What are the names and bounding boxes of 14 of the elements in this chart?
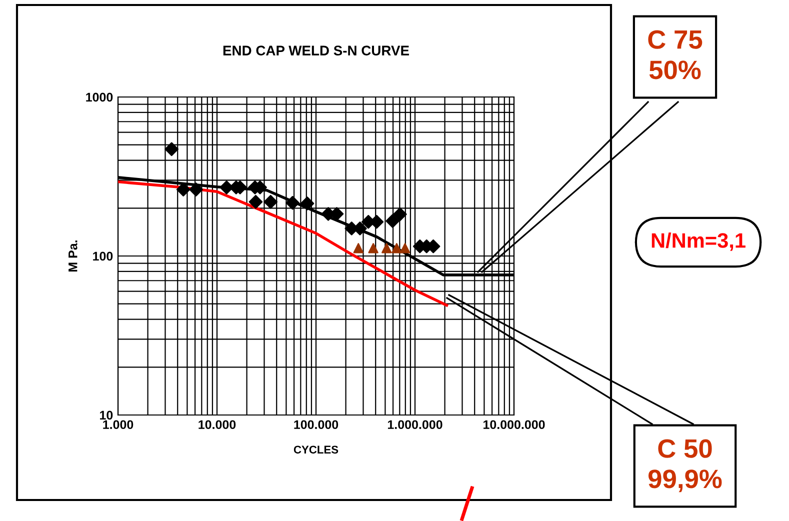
x-tick-label: 10.000 (198, 420, 236, 430)
x-tick-label: 10.000.000 (484, 420, 545, 430)
text: C 75 50% (648, 30, 702, 80)
x-tick-label: 100.000 (294, 420, 338, 430)
x-tick-label: 1.000.000 (388, 420, 442, 430)
y-tick-label: 10 (100, 410, 113, 420)
y-axis-title: M Pa. (68, 240, 78, 272)
chart-title: END CAP WELD S-N CURVE (223, 46, 409, 56)
y-tick-label: 1000 (86, 92, 113, 102)
x-axis-title: CYCLES (294, 446, 338, 454)
x-tick-label: 1.000 (103, 420, 134, 430)
text: C 50 99,9% (648, 439, 722, 492)
text: N/Nm=3,1 (652, 232, 746, 251)
y-tick-label: 100 (93, 252, 113, 261)
